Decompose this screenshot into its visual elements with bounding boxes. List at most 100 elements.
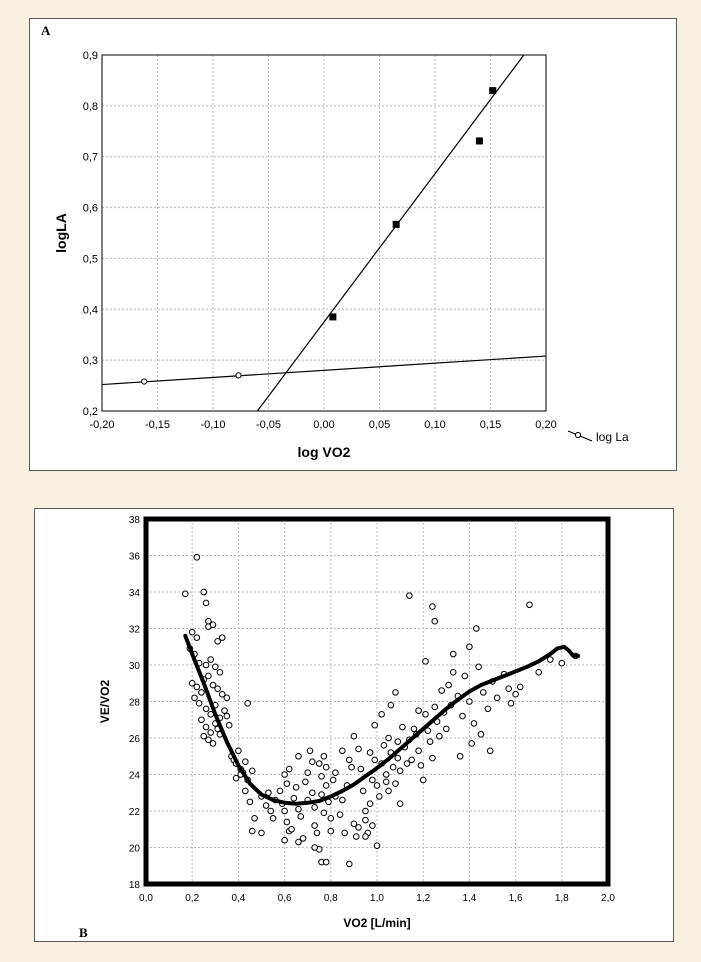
data-point-circle	[373, 842, 381, 849]
data-point-circle	[387, 701, 395, 709]
data-point-circle	[304, 769, 312, 776]
data-point-circle	[371, 756, 378, 764]
data-point-circle	[283, 780, 291, 787]
data-point-circle	[299, 835, 307, 842]
x-tick-label: 0,15	[480, 419, 501, 431]
data-point-circle	[313, 829, 321, 837]
data-point-circle	[248, 827, 256, 835]
data-point-circle	[209, 681, 217, 689]
data-point-circle	[198, 689, 205, 696]
data-point-circle	[382, 771, 390, 778]
data-point-circle	[285, 765, 293, 773]
data-point-circle	[382, 778, 390, 786]
data-point-circle	[318, 791, 325, 798]
data-point-circle	[424, 727, 432, 734]
y-tick-label: 36	[129, 552, 141, 563]
y-tick-label: 0,6	[83, 203, 98, 215]
data-point-circle	[202, 661, 210, 669]
data-point-circle	[406, 592, 413, 599]
x-tick-label: 1,8	[555, 893, 569, 904]
data-point-circle	[456, 752, 464, 760]
data-point-circle	[507, 700, 515, 707]
data-point-circle	[235, 372, 242, 379]
y-tick-label: 0,2	[83, 406, 98, 418]
y-tick-label: 0,8	[83, 101, 98, 113]
data-point-circle	[362, 816, 369, 824]
data-point-circle	[366, 749, 374, 756]
data-point-circle	[345, 860, 353, 868]
data-point-circle	[392, 780, 399, 787]
data-point-circle	[223, 712, 231, 720]
data-point-circle	[193, 634, 201, 641]
panel-a: A -0,20 -0,15 -0,10 -0,05 0,00 0,05 0,10 0,15 0,…	[29, 18, 677, 471]
y-tick-label: 0,7	[83, 152, 98, 164]
y-tick-label: 20	[129, 844, 141, 855]
data-point-circle	[479, 689, 487, 696]
y-tick-label: 24	[129, 771, 141, 782]
data-point-circle	[309, 758, 316, 766]
data-point-circle	[410, 725, 418, 733]
y-tick-label: 0,9	[83, 50, 98, 62]
x-tick-label: 0,8	[324, 893, 338, 904]
data-point-circle	[336, 811, 344, 818]
x-tick-label: -0,15	[145, 419, 170, 431]
data-point-circle	[345, 756, 353, 764]
data-point-circle	[373, 782, 381, 789]
data-point-circle	[205, 672, 212, 680]
x-tick-label: 1,0	[370, 893, 384, 904]
data-point-circle	[322, 763, 330, 771]
data-point-circle	[214, 685, 221, 693]
data-point-circle	[327, 815, 335, 822]
data-point-circle	[445, 681, 452, 689]
data-point-circle	[486, 747, 494, 755]
data-point-circle	[362, 807, 369, 815]
data-point-circle	[493, 694, 501, 702]
data-point-circle	[385, 787, 392, 795]
data-point-circle	[281, 836, 288, 844]
data-point-circle	[181, 590, 189, 598]
data-point-circle	[415, 747, 422, 755]
data-point-circle	[281, 771, 288, 778]
data-point-circle	[297, 813, 305, 820]
regression-line	[256, 55, 525, 411]
x-tick-label: 0,00	[313, 419, 334, 431]
data-point-circle	[459, 712, 466, 720]
y-tick-label: 22	[129, 807, 141, 818]
data-point-circle	[408, 756, 415, 764]
x-tick-label: 0,0	[139, 893, 153, 904]
panel-b-label: B	[79, 925, 88, 940]
data-point-circle	[417, 762, 425, 769]
data-point-circle	[516, 683, 524, 691]
data-point-circle	[535, 669, 543, 676]
data-point-circle	[362, 833, 369, 840]
data-point-circle	[198, 716, 205, 724]
legend-marker	[574, 431, 582, 439]
data-point-circle	[288, 825, 295, 833]
x-tick-label: -0,05	[256, 419, 281, 431]
data-point-circle	[225, 721, 233, 729]
data-point-circle	[339, 747, 346, 755]
data-point-circle	[392, 689, 399, 696]
data-point-circle	[232, 774, 240, 782]
data-point-circle	[470, 720, 478, 727]
data-point-circle	[262, 802, 270, 809]
y-tick-label: 26	[129, 734, 141, 745]
y-axis-label: logLA	[53, 213, 69, 253]
y-tick-label: 18	[129, 880, 141, 891]
data-point-circle	[276, 787, 284, 795]
data-point-circle	[396, 767, 404, 775]
x-tick-label: 1,2	[416, 893, 430, 904]
data-point-circle	[248, 767, 256, 775]
data-point-circle	[212, 663, 219, 671]
data-point-circle	[306, 747, 314, 755]
data-point-circle	[357, 765, 365, 773]
data-point-circle	[188, 628, 196, 636]
x-tick-label: -0,20	[89, 419, 114, 431]
data-point-circle	[369, 776, 376, 784]
data-point-circle	[216, 669, 224, 676]
data-point-circle	[318, 773, 325, 780]
data-point-circle	[315, 760, 323, 767]
data-point-circle	[359, 787, 367, 795]
data-point-circle	[466, 643, 473, 651]
data-point-circle	[332, 769, 339, 776]
